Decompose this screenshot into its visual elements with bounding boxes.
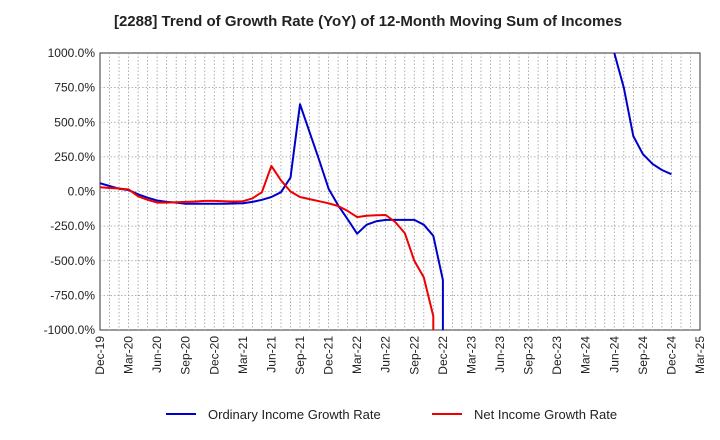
x-tick-label: Sep-21: [293, 336, 307, 375]
x-tick-label: Jun-20: [150, 336, 164, 373]
x-tick-label: Jun-22: [379, 336, 393, 373]
x-tick-label: Jun-21: [264, 336, 278, 373]
x-tick-label: Sep-20: [179, 336, 193, 375]
x-tick-label: Dec-20: [207, 336, 221, 375]
x-axis: Dec-19 Mar-20 Jun-20 Sep-20 Dec-20 Mar-21 Jun-…: [93, 336, 707, 375]
y-tick-label: -750.0%: [50, 288, 95, 302]
x-tick-label: Mar-21: [236, 336, 250, 374]
x-tick-label: Dec-24: [664, 336, 678, 375]
chart-title: [2288] Trend of Growth Rate (YoY) of 12-…: [114, 13, 622, 30]
y-tick-label: -500.0%: [50, 254, 95, 268]
x-tick-label: Sep-23: [522, 336, 536, 375]
legend: Ordinary Income Growth Rate Net Income Gr…: [166, 407, 617, 422]
x-tick-label: Mar-24: [579, 336, 593, 374]
x-tick-label: Mar-20: [122, 336, 136, 374]
x-tick-label: Sep-24: [636, 336, 650, 375]
series-line-1: [100, 164, 435, 330]
y-tick-label: 250.0%: [54, 150, 95, 164]
x-tick-label: Mar-25: [693, 336, 707, 374]
x-tick-label: Mar-23: [464, 336, 478, 374]
legend-label: Net Income Growth Rate: [474, 407, 617, 422]
x-tick-label: Dec-19: [93, 336, 107, 375]
x-tick-label: Dec-23: [550, 336, 564, 375]
x-tick-label: Jun-23: [493, 336, 507, 373]
y-tick-label: -1000.0%: [44, 323, 96, 337]
x-tick-label: Jun-24: [607, 336, 621, 373]
y-tick-label: 0.0%: [68, 185, 96, 199]
y-tick-label: 500.0%: [54, 115, 95, 129]
y-axis: 1000.0% 750.0% 500.0% 250.0% 0.0% -250.0% -500…: [44, 46, 96, 337]
legend-label: Ordinary Income Growth Rate: [208, 407, 381, 422]
x-tick-label: Dec-21: [322, 336, 336, 375]
y-tick-label: 1000.0%: [48, 46, 96, 60]
x-tick-label: Dec-22: [436, 336, 450, 375]
y-tick-label: -250.0%: [50, 219, 95, 233]
series-lines: [100, 53, 672, 330]
grid: [100, 53, 700, 330]
plot-area: [99, 52, 701, 331]
x-tick-label: Sep-22: [407, 336, 421, 375]
y-tick-label: 750.0%: [54, 81, 95, 95]
series-line-0: [613, 53, 672, 176]
x-tick-label: Mar-22: [350, 336, 364, 374]
